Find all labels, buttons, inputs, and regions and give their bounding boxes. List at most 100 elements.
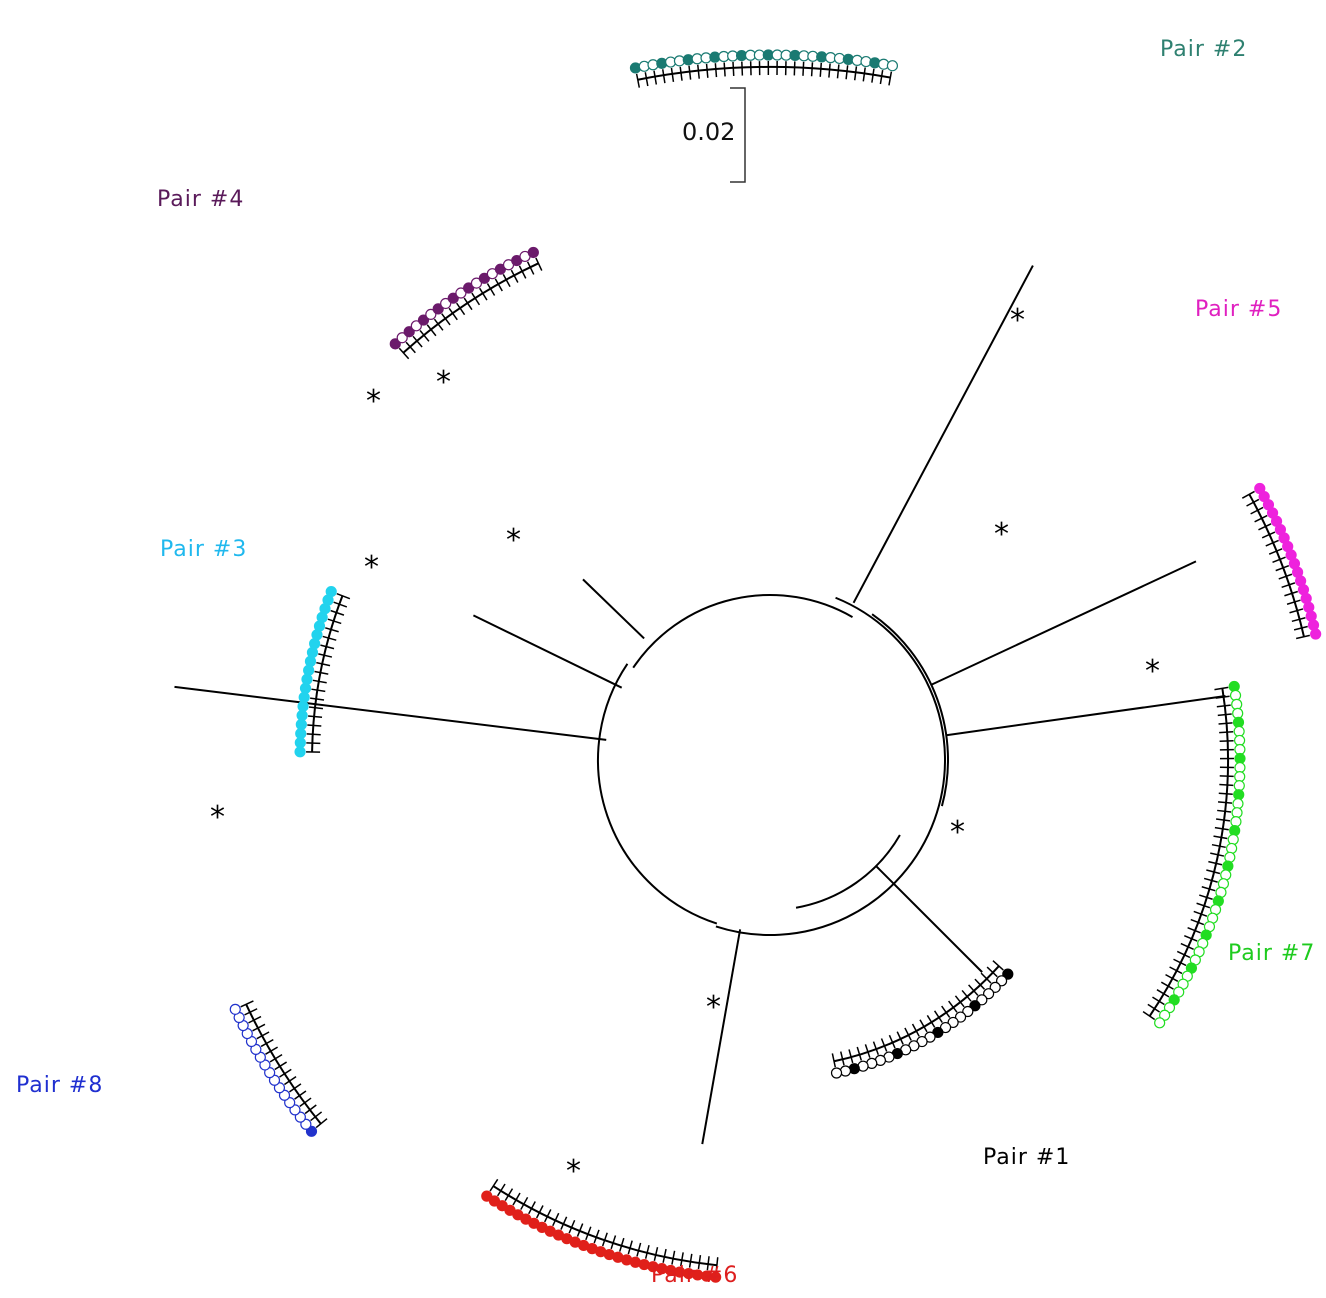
branch [274, 1061, 288, 1071]
tip-marker [325, 585, 337, 598]
branch [1254, 514, 1268, 523]
branch [312, 679, 327, 684]
clade-pair1 [830, 960, 1014, 1079]
support-marker: * [366, 384, 381, 419]
clade-label-pair-6: Pair #6 [651, 1263, 739, 1288]
branch [576, 1223, 584, 1237]
branch [528, 1201, 536, 1215]
branch [318, 653, 333, 658]
branch [472, 614, 623, 689]
tip-marker [830, 1067, 843, 1079]
branch [284, 1076, 297, 1086]
branch [308, 715, 323, 719]
branch [1217, 809, 1232, 813]
tip-marker [396, 332, 408, 344]
branch [954, 995, 965, 1008]
branch [316, 661, 331, 667]
support-marker: * [364, 550, 379, 585]
branch [802, 61, 805, 76]
clade-pair5 [1241, 482, 1322, 640]
branch [412, 335, 423, 348]
branch [1190, 918, 1205, 926]
branch [635, 73, 641, 88]
branch [486, 283, 496, 296]
clade-pair3 [294, 585, 351, 758]
branch [627, 1240, 633, 1255]
branch [875, 865, 983, 973]
tip-marker [954, 1011, 967, 1023]
branch [174, 685, 607, 741]
branch [1218, 722, 1233, 725]
branch [304, 1104, 317, 1115]
support-marker: * [436, 365, 451, 400]
branch [494, 278, 503, 292]
branch [946, 694, 1226, 737]
branch [888, 71, 893, 86]
branch [419, 330, 430, 342]
branch [252, 1023, 266, 1032]
branch [819, 62, 823, 77]
branch [520, 1196, 529, 1210]
branch [1201, 886, 1216, 892]
branch [502, 274, 511, 288]
branch [1160, 981, 1174, 990]
branch [671, 1250, 676, 1265]
clade-pair4 [389, 246, 543, 360]
branch-arc [715, 596, 946, 936]
clade-branches [229, 49, 1322, 1283]
branch [1216, 704, 1231, 708]
scale-bar [730, 87, 746, 183]
branch [1214, 826, 1229, 831]
branch [679, 66, 683, 81]
branch [653, 1247, 659, 1261]
branch [872, 1041, 880, 1055]
tip-marker [983, 988, 995, 1000]
tip-marker [296, 709, 308, 722]
tip-marker [1228, 680, 1240, 693]
branch [644, 1244, 650, 1259]
branch-arc [637, 66, 891, 81]
branch [294, 1090, 307, 1100]
branch [974, 978, 986, 990]
support-marker: * [566, 1154, 581, 1189]
branch [1218, 792, 1233, 795]
branch [992, 960, 1004, 971]
branch [888, 1034, 896, 1049]
branch [244, 1008, 258, 1016]
branch [478, 287, 488, 301]
branch [839, 1051, 845, 1066]
branch [933, 1010, 943, 1023]
branch [879, 70, 884, 85]
branch [1147, 1003, 1161, 1013]
branch [327, 618, 342, 625]
branch [441, 313, 451, 326]
clade-label-pair-7: Pair #7 [1228, 941, 1316, 966]
tip-marker [976, 994, 988, 1006]
branch [732, 61, 735, 77]
branch [1208, 860, 1223, 866]
clade-label-pair-4: Pair #4 [157, 187, 245, 212]
branch [1286, 599, 1301, 605]
branch [1165, 973, 1179, 982]
clade-label-pair-5: Pair #5 [1195, 297, 1283, 322]
branch [706, 1256, 710, 1271]
clade-pair6 [481, 1178, 722, 1283]
branch [1214, 686, 1229, 691]
branch [512, 1192, 521, 1206]
branch [1215, 695, 1230, 699]
branch [1250, 506, 1264, 515]
tip-marker [299, 682, 312, 694]
branch [1156, 989, 1170, 998]
branch [1241, 490, 1255, 499]
branch [310, 697, 325, 701]
branch [680, 1252, 684, 1267]
branch [1265, 539, 1279, 547]
branch [705, 63, 709, 78]
branch [1180, 942, 1194, 950]
branch [306, 733, 321, 736]
branch [1187, 926, 1201, 934]
branch [904, 1027, 912, 1041]
branch [741, 61, 744, 76]
branch [582, 578, 645, 640]
branch [398, 347, 410, 360]
